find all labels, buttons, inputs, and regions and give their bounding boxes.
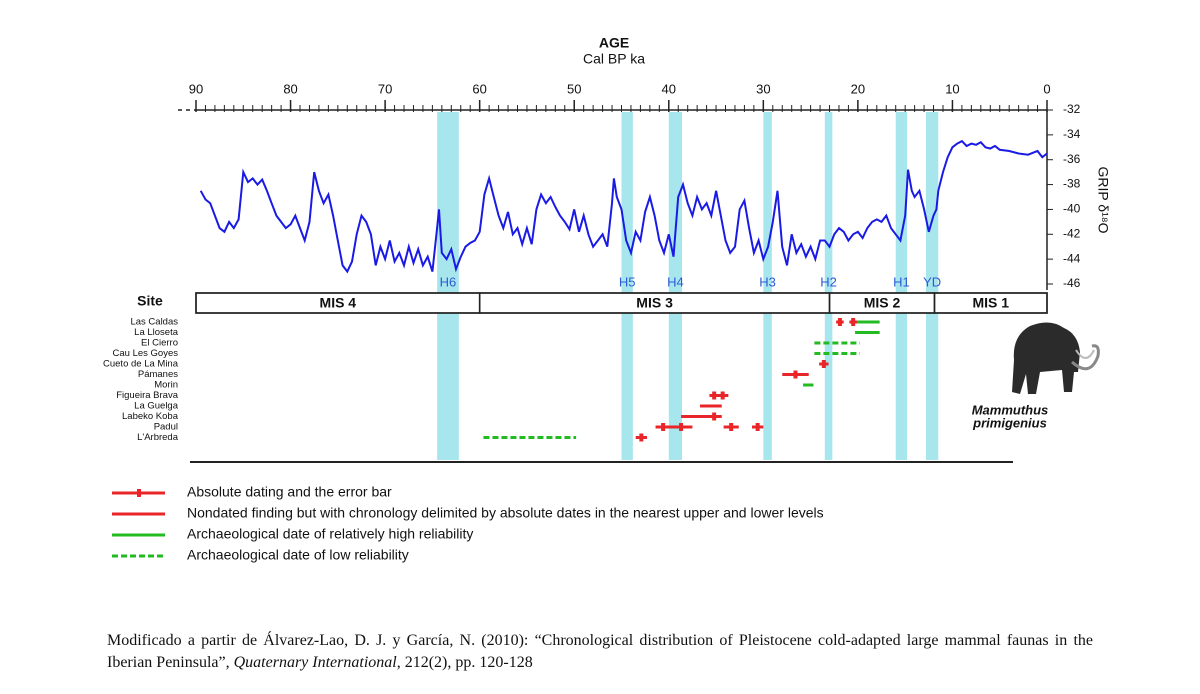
stage-label: MIS 2 xyxy=(864,295,901,311)
y-tick-label: -32 xyxy=(1063,102,1081,116)
date-marker xyxy=(821,360,826,368)
site-name: Labeko Koba xyxy=(122,411,179,422)
species-label: Mammuthus xyxy=(972,402,1049,417)
event-label: H5 xyxy=(619,274,636,289)
x-tick-label: 70 xyxy=(378,81,392,96)
y-tick-label: -36 xyxy=(1063,152,1081,166)
caption-journal: Quaternary International xyxy=(233,654,397,671)
y-tick-label: -40 xyxy=(1063,202,1081,216)
date-marker xyxy=(837,318,842,326)
event-band xyxy=(621,112,633,460)
chart: AGE Cal BP ka GRIP δ¹⁸O Mammuthus primig… xyxy=(103,35,1111,563)
legend-label: Absolute dating and the error bar xyxy=(187,484,392,500)
x-tick-label: 50 xyxy=(567,81,581,96)
x-tick-label: 80 xyxy=(283,81,297,96)
site-name: Cueto de La Mina xyxy=(103,359,179,370)
date-marker xyxy=(720,391,725,400)
site-name: L'Arbreda xyxy=(137,432,179,443)
event-band xyxy=(763,112,772,460)
y-axis-label: GRIP δ¹⁸O xyxy=(1095,166,1111,233)
caption-text: , 212(2), pp. 120-128 xyxy=(396,654,533,671)
site-name: Cau Les Goyes xyxy=(113,348,179,359)
stage-label: MIS 4 xyxy=(320,295,357,311)
legend-label: Archaeological date of low reliability xyxy=(187,547,409,563)
mammoth-body xyxy=(1012,322,1080,394)
event-band xyxy=(895,112,908,460)
event-label: H6 xyxy=(440,274,457,289)
mammoth-tusk xyxy=(1075,349,1095,359)
event-band xyxy=(437,112,459,460)
event-label: YD xyxy=(923,274,941,289)
chart-subtitle: Cal BP ka xyxy=(583,51,645,67)
legend-label: Nondated finding but with chronology del… xyxy=(187,505,824,521)
y-tick-label: -38 xyxy=(1063,177,1081,191)
event-label: H2 xyxy=(820,274,837,289)
y-tick-label: -44 xyxy=(1063,251,1081,265)
caption-text: Modificado a partir de Álvarez-Lao, D. J… xyxy=(107,632,1093,671)
date-marker xyxy=(661,423,666,431)
date-marker xyxy=(851,318,856,326)
x-tick-label: 0 xyxy=(1043,81,1050,96)
site-name: Morin xyxy=(154,380,178,391)
y-tick-label: -34 xyxy=(1063,127,1081,141)
stage-label: MIS 3 xyxy=(636,295,673,311)
date-marker xyxy=(639,433,644,442)
legend-label: Archaeological date of relatively high r… xyxy=(187,526,473,542)
site-name: La Lloseta xyxy=(134,327,179,338)
mammoth-tusk xyxy=(1071,344,1100,371)
x-tick-label: 20 xyxy=(851,81,865,96)
grip-curve xyxy=(199,139,1048,274)
site-name: Las Caldas xyxy=(130,317,178,328)
date-marker xyxy=(729,423,734,431)
event-label: H3 xyxy=(759,274,776,289)
x-tick-label: 10 xyxy=(945,81,959,96)
stage-label: MIS 1 xyxy=(972,295,1009,311)
stage xyxy=(933,292,1048,314)
date-marker xyxy=(755,423,760,431)
event-band xyxy=(824,112,833,460)
y-tick-label: -42 xyxy=(1063,226,1081,240)
y-tick-label: -46 xyxy=(1063,276,1081,290)
date-marker xyxy=(712,391,717,400)
x-tick-label: 40 xyxy=(662,81,676,96)
legend-marker xyxy=(137,489,141,497)
caption: Modificado a partir de Álvarez-Lao, D. J… xyxy=(107,630,1093,674)
event-band xyxy=(925,112,939,460)
mammoth-icon xyxy=(1012,322,1100,394)
site-name: Pámanes xyxy=(138,369,178,380)
bands xyxy=(437,112,939,460)
x-tick-label: 90 xyxy=(189,81,203,96)
site-name: El Cierro xyxy=(141,338,178,349)
x-tick-label: 60 xyxy=(472,81,486,96)
date-marker xyxy=(679,423,684,431)
site-name: Padul xyxy=(154,422,178,433)
date-marker xyxy=(712,412,717,421)
species-label: primigenius xyxy=(972,415,1047,430)
event-label: H4 xyxy=(667,274,684,289)
date-marker xyxy=(793,370,798,379)
chart-title: AGE xyxy=(599,35,629,51)
event-label: H1 xyxy=(893,274,910,289)
site-name: Figueira Brava xyxy=(116,390,178,401)
site-header: Site xyxy=(137,293,163,309)
site-name: La Guelga xyxy=(134,401,179,412)
x-tick-label: 30 xyxy=(756,81,770,96)
